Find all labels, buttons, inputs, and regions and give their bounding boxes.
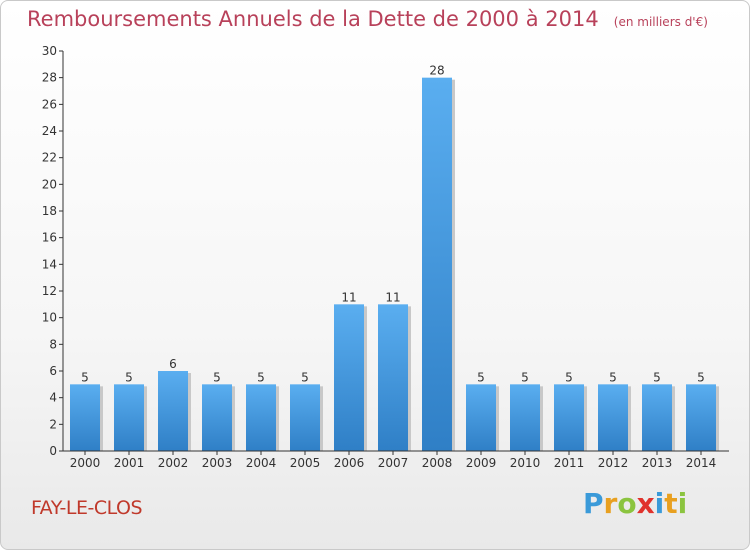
x-tick-label: 2014: [686, 456, 717, 470]
bar-value-label: 5: [477, 370, 485, 384]
logo-letter: t: [664, 487, 678, 520]
x-tick-label: 2001: [114, 456, 145, 470]
y-tick-label: 30: [42, 44, 57, 58]
y-tick-label: 26: [42, 97, 57, 111]
bar-value-label: 5: [565, 370, 573, 384]
logo-letter: x: [636, 487, 655, 520]
x-tick-label: 2005: [290, 456, 321, 470]
bar-value-label: 11: [385, 290, 400, 304]
bar-value-label: 5: [125, 370, 133, 384]
bar-value-label: 5: [609, 370, 617, 384]
y-tick-label: 2: [49, 417, 57, 431]
x-tick-label: 2009: [466, 456, 497, 470]
y-tick-label: 6: [49, 364, 57, 378]
bar: [202, 384, 232, 451]
y-tick-label: 22: [42, 151, 57, 165]
proxiti-logo: Proxiti: [583, 487, 687, 520]
bar-value-label: 5: [521, 370, 529, 384]
y-tick-label: 14: [42, 257, 57, 271]
y-tick-label: 24: [42, 124, 57, 138]
bars: 5 5 6 5 5 5 11 11 28 5 5 5 5 5 5: [70, 64, 719, 452]
bar-value-label: 6: [169, 357, 177, 371]
x-tick-label: 2000: [70, 456, 101, 470]
bar-value-label: 5: [301, 370, 309, 384]
logo-letter: i: [677, 487, 688, 520]
y-tick-label: 8: [49, 337, 57, 351]
bar-value-label: 11: [341, 290, 356, 304]
bar-value-label: 28: [429, 64, 444, 78]
x-tick-label: 2008: [422, 456, 453, 470]
x-tick-label: 2004: [246, 456, 277, 470]
y-tick-label: 10: [42, 311, 57, 325]
x-tick-label: 2007: [378, 456, 409, 470]
y-tick-label: 18: [42, 204, 57, 218]
bar: [554, 384, 584, 451]
bar: [598, 384, 628, 451]
commune-name: FAY-LE-CLOS: [31, 497, 143, 519]
bar: [642, 384, 672, 451]
y-tick-label: 4: [49, 391, 57, 405]
x-tick-label: 2011: [554, 456, 585, 470]
x-tick-label: 2006: [334, 456, 365, 470]
logo-letter: i: [654, 487, 665, 520]
chart-unit: (en milliers d'€): [613, 15, 708, 29]
bar: [246, 384, 276, 451]
x-tick-label: 2002: [158, 456, 189, 470]
bar: [70, 384, 100, 451]
bar: [378, 304, 408, 451]
bar: [422, 77, 452, 452]
x-tick-label: 2010: [510, 456, 541, 470]
logo-letter: r: [603, 487, 618, 520]
logo-letter: o: [617, 487, 637, 520]
bar-value-label: 5: [81, 370, 89, 384]
x-tick-label: 2013: [642, 456, 673, 470]
bar: [158, 371, 188, 451]
bar: [114, 384, 144, 451]
y-tick-label: 20: [42, 177, 57, 191]
chart-title-row: Remboursements Annuels de la Dette de 20…: [27, 7, 708, 31]
y-tick-label: 28: [42, 71, 57, 85]
bar: [466, 384, 496, 451]
x-axis: 2000 2001 2002 2003 2004 2005 2006 2007 2008 2009…: [63, 450, 729, 470]
bar: [290, 384, 320, 451]
bar-value-label: 5: [697, 370, 705, 384]
bar: [510, 384, 540, 451]
chart-title: Remboursements Annuels de la Dette de 20…: [27, 7, 599, 31]
bar: [686, 384, 716, 451]
x-tick-label: 2003: [202, 456, 233, 470]
y-tick-label: 0: [49, 444, 57, 458]
bar: [334, 304, 364, 451]
bar-value-label: 5: [213, 370, 221, 384]
y-tick-label: 12: [42, 284, 57, 298]
bar-value-label: 5: [653, 370, 661, 384]
logo-letter: P: [583, 487, 604, 520]
y-tick-label: 16: [42, 231, 57, 245]
bar-value-label: 5: [257, 370, 265, 384]
x-tick-label: 2012: [598, 456, 629, 470]
